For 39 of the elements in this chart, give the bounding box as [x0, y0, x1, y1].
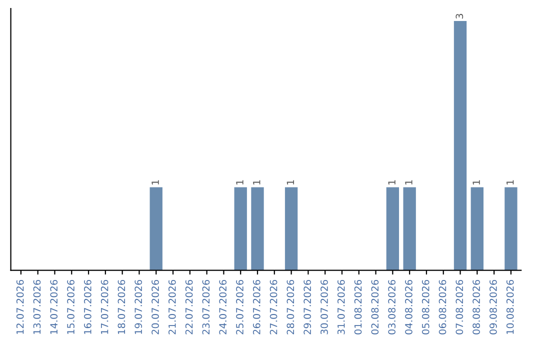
x-tick-label: 02.08.2026 — [371, 280, 379, 334]
x-tick-label: 07.08.2026 — [456, 280, 464, 334]
data-label: 1 — [472, 180, 480, 184]
data-label: 1 — [152, 180, 159, 184]
x-tick-label: 21.07.2026 — [168, 280, 176, 334]
x-tick-label: 29.07.2026 — [304, 280, 312, 334]
x-tick-label: 16.07.2026 — [84, 280, 92, 334]
x-tick-label: 30.07.2026 — [320, 280, 328, 334]
x-tick-label: 22.07.2026 — [185, 280, 193, 334]
data-label: 1 — [405, 180, 412, 184]
x-tick-label: 14.07.2026 — [50, 280, 58, 334]
x-tick-label: 15.07.2026 — [67, 280, 74, 334]
x-tick-label: 23.07.2026 — [202, 280, 210, 334]
x-tick-label: 28.07.2026 — [286, 280, 294, 334]
x-tick-label: 08.08.2026 — [472, 280, 480, 334]
x-tick-label: 04.08.2026 — [405, 280, 412, 334]
x-tick-label: 05.08.2026 — [422, 280, 430, 334]
x-tick-label: 03.08.2026 — [388, 280, 396, 334]
x-tick-label: 06.08.2026 — [438, 280, 446, 334]
x-tick-label: 25.07.2026 — [236, 280, 244, 334]
x-tick-label: 01.08.2026 — [354, 280, 362, 334]
x-tick-label: 09.08.2026 — [490, 280, 497, 334]
data-label: 3 — [456, 14, 464, 19]
x-tick-label: 20.07.2026 — [152, 280, 159, 334]
data-label: 1 — [236, 180, 244, 184]
data-label: 1 — [388, 180, 396, 184]
x-tick-label: 26.07.2026 — [252, 280, 260, 334]
x-tick-label: 27.07.2026 — [270, 280, 278, 334]
x-tick-label: 12.07.2026 — [16, 280, 24, 334]
x-tick-label: 31.07.2026 — [337, 280, 345, 334]
data-label: 1 — [286, 180, 294, 184]
x-tick-label: 17.07.2026 — [100, 280, 108, 334]
x-tick-label: 10.08.2026 — [506, 280, 514, 334]
x-tick-label: 13.07.2026 — [33, 280, 41, 334]
x-tick-label: 19.07.2026 — [134, 280, 142, 334]
data-label: 1 — [506, 180, 514, 184]
x-tick-label: 18.07.2026 — [118, 280, 126, 334]
data-label: 1 — [253, 180, 260, 184]
x-tick-label: 24.07.2026 — [219, 280, 227, 334]
